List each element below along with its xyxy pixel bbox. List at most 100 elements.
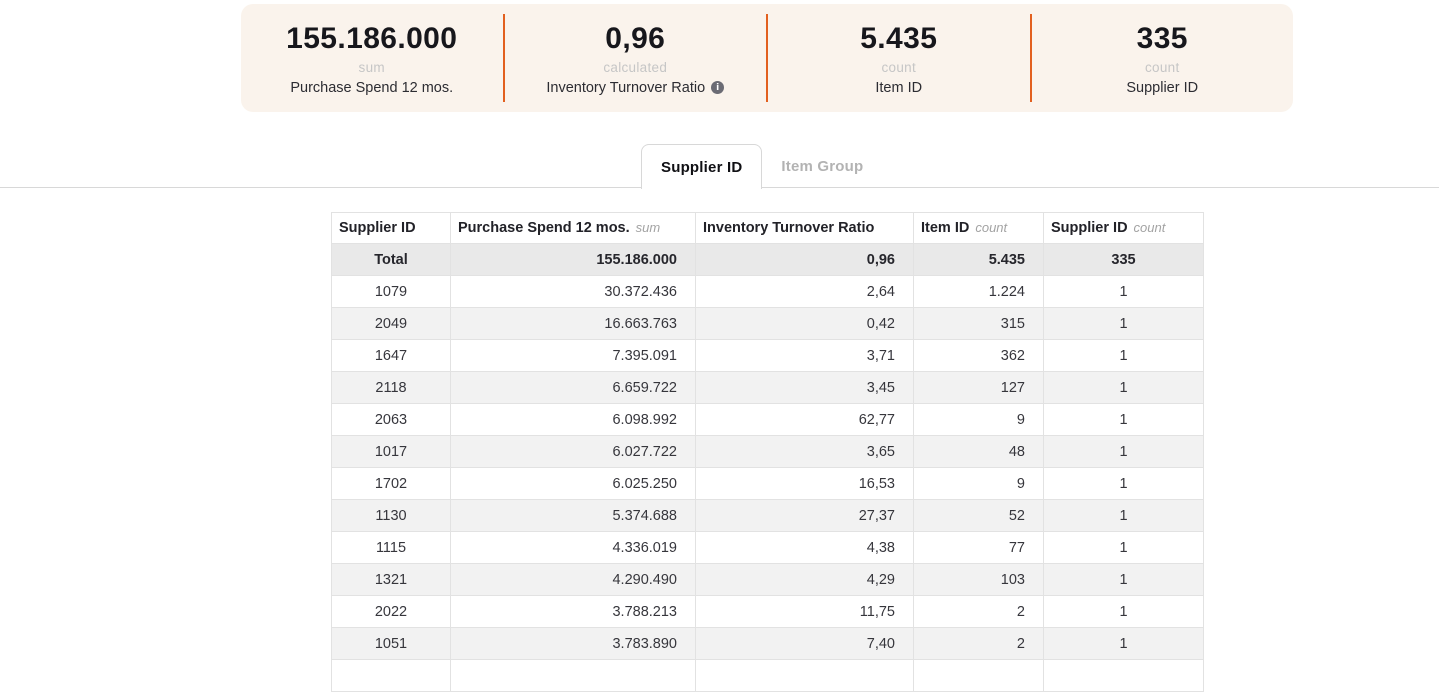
total-value-cell: 5.435	[913, 243, 1044, 276]
table-cell: 2022	[331, 595, 451, 628]
table-cell: 1	[1043, 499, 1204, 532]
table-cell: 6.659.722	[450, 371, 696, 404]
table-cell: 4.336.019	[450, 531, 696, 564]
column-header-label: Inventory Turnover Ratio	[703, 220, 875, 236]
table-cell: 1	[1043, 339, 1204, 372]
table-cell: 3.788.213	[450, 595, 696, 628]
table-cell: 3.783.890	[450, 627, 696, 660]
table-row[interactable]: 1702 6.025.250 16,53 9 1	[331, 467, 1204, 500]
table-cell: 1.224	[913, 275, 1044, 308]
table-cell: 3,65	[695, 435, 914, 468]
table-cell: 1702	[331, 467, 451, 500]
table-cell: 1321	[331, 563, 451, 596]
table-cell	[695, 659, 914, 692]
table-cell: 16,53	[695, 467, 914, 500]
table-cell: 2	[913, 595, 1044, 628]
table-cell	[331, 659, 451, 692]
tab-supplier-id[interactable]: Supplier ID	[641, 144, 763, 189]
table-row[interactable]: 1647 7.395.091 3,71 362 1	[331, 339, 1204, 372]
kpi-label: Supplier ID	[1126, 79, 1198, 97]
table-cell: 11,75	[695, 595, 914, 628]
table-cell	[913, 659, 1044, 692]
table-cell: 1	[1043, 627, 1204, 660]
table-row[interactable]: 2118 6.659.722 3,45 127 1	[331, 371, 1204, 404]
table-row[interactable]: 1130 5.374.688 27,37 52 1	[331, 499, 1204, 532]
kpi-card-purchase-spend: 155.186.000 sum Purchase Spend 12 mos.	[241, 4, 503, 112]
column-header-purchase-spend[interactable]: Purchase Spend 12 mos. sum	[450, 212, 696, 244]
kpi-divider	[1029, 14, 1032, 102]
kpi-card-supplier-id: 335 count Supplier ID	[1032, 4, 1294, 112]
table-cell: 1	[1043, 467, 1204, 500]
pivot-table: Supplier ID Purchase Spend 12 mos. sum In…	[331, 212, 1204, 692]
table-row[interactable]: 2063 6.098.992 62,77 9 1	[331, 403, 1204, 436]
kpi-aggregation: calculated	[603, 59, 668, 75]
table-cell: 77	[913, 531, 1044, 564]
table-cell: 1079	[331, 275, 451, 308]
table-row[interactable]: 1079 30.372.436 2,64 1.224 1	[331, 275, 1204, 308]
column-header-suffix: count	[1133, 220, 1166, 235]
table-cell: 1115	[331, 531, 451, 564]
info-icon[interactable]: i	[711, 81, 725, 94]
column-header-label: Supplier ID	[339, 220, 416, 236]
kpi-card-inventory-turnover: 0,96 calculated Inventory Turnover Ratio…	[505, 4, 767, 112]
table-cell: 6.025.250	[450, 467, 696, 500]
table-cell: 9	[913, 467, 1044, 500]
column-header-suffix: sum	[635, 220, 661, 235]
table-cell: 7,40	[695, 627, 914, 660]
table-cell: 1	[1043, 435, 1204, 468]
table-cell: 2118	[331, 371, 451, 404]
table-cell: 7.395.091	[450, 339, 696, 372]
table-cell: 62,77	[695, 403, 914, 436]
table-cell: 30.372.436	[450, 275, 696, 308]
table-cell: 1	[1043, 307, 1204, 340]
table-row[interactable]: 1051 3.783.890 7,40 2 1	[331, 627, 1204, 660]
table-cell: 1	[1043, 595, 1204, 628]
kpi-label-text: Purchase Spend 12 mos.	[290, 79, 454, 96]
table-cell: 6.027.722	[450, 435, 696, 468]
total-label-cell: Total	[331, 243, 451, 276]
table-cell: 9	[913, 403, 1044, 436]
table-cell: 1051	[331, 627, 451, 660]
table-cell: 3,45	[695, 371, 914, 404]
table-cell: 1130	[331, 499, 451, 532]
column-header-item-id[interactable]: Item ID count	[913, 212, 1044, 244]
table-cell: 1	[1043, 403, 1204, 436]
column-header-supplier-id[interactable]: Supplier ID	[331, 212, 451, 244]
table-row[interactable]: 2022 3.788.213 11,75 2 1	[331, 595, 1204, 628]
kpi-aggregation: count	[881, 59, 917, 75]
kpi-value: 0,96	[605, 21, 666, 55]
kpi-label: Item ID	[875, 79, 922, 97]
table-cell: 1	[1043, 531, 1204, 564]
column-header-suffix: count	[975, 220, 1008, 235]
total-value-cell: 335	[1043, 243, 1204, 276]
kpi-label-text: Inventory Turnover Ratio	[546, 79, 706, 96]
table-cell: 16.663.763	[450, 307, 696, 340]
table-cell: 2,64	[695, 275, 914, 308]
total-value-cell: 155.186.000	[450, 243, 696, 276]
table-cell: 315	[913, 307, 1044, 340]
kpi-label: Inventory Turnover Ratio i	[546, 79, 725, 97]
table-row[interactable]: 2049 16.663.763 0,42 315 1	[331, 307, 1204, 340]
table-cell: 2063	[331, 403, 451, 436]
table-cell: 5.374.688	[450, 499, 696, 532]
table-cell: 27,37	[695, 499, 914, 532]
column-header-supplier-id-count[interactable]: Supplier ID count	[1043, 212, 1204, 244]
table-cell: 2049	[331, 307, 451, 340]
column-header-label: Item ID	[921, 220, 970, 236]
tab-item-group[interactable]: Item Group	[781, 158, 864, 175]
table-total-row: Total 155.186.000 0,96 5.435 335	[331, 243, 1204, 276]
kpi-aggregation: count	[1144, 59, 1180, 75]
table-row[interactable]: 1115 4.336.019 4,38 77 1	[331, 531, 1204, 564]
table-body: Total 155.186.000 0,96 5.435 335 1079 30.…	[331, 243, 1204, 692]
table-cell: 2	[913, 627, 1044, 660]
table-row[interactable]: 1321 4.290.490 4,29 103 1	[331, 563, 1204, 596]
column-header-inventory-turnover[interactable]: Inventory Turnover Ratio	[695, 212, 914, 244]
table-cell: 127	[913, 371, 1044, 404]
column-header-label: Supplier ID	[1051, 220, 1128, 236]
table-row[interactable]: 1017 6.027.722 3,65 48 1	[331, 435, 1204, 468]
table-cell	[1043, 659, 1204, 692]
kpi-divider	[502, 14, 505, 102]
table-row-partial	[331, 659, 1204, 692]
table-cell: 4,29	[695, 563, 914, 596]
table-cell: 1017	[331, 435, 451, 468]
